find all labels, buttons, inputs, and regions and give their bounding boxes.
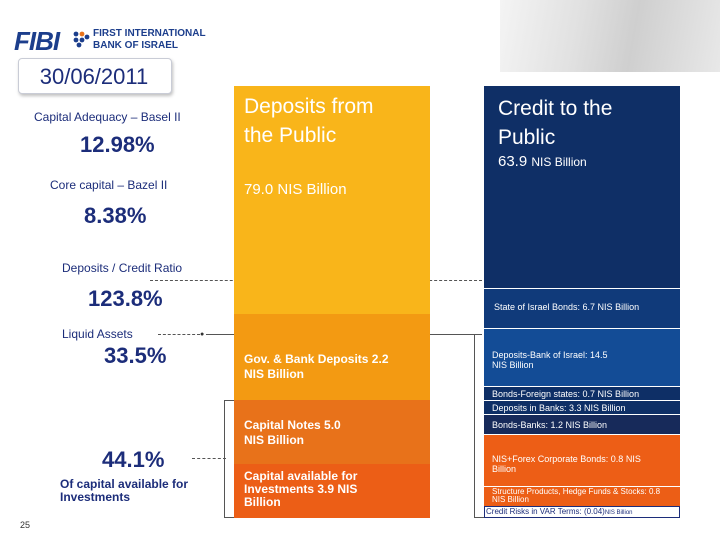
credit-risks-text: Credit Risks in VAR Terms: (0.04)NIS Bil… [486,507,633,516]
deposits-amount: 79.0 NIS Billion [244,181,347,198]
bank-bonds-block [484,414,680,435]
credit-risks-box [484,506,680,518]
core-capital-label: Core capital – Bazel II [50,178,168,192]
credit-amount-unit: NIS Billion [531,155,587,169]
left-bracket-bottom [224,517,234,518]
left-bracket-top [224,400,234,401]
right-bracket-line [474,334,475,518]
bank-deposits-block [484,400,680,415]
core-capital-value: 8.38% [84,203,147,228]
page-number: 25 [20,520,31,530]
logo-dots-icon [73,31,90,48]
arrow-dot-icon: ● [200,331,205,338]
header-photo [500,0,720,72]
credit-risks-label: Credit Risks in VAR Terms: (0.04) [486,507,605,516]
foreign-bonds-block [484,386,680,401]
deposits-credit-value: 123.8% [88,286,163,311]
state-bonds-text: State of Israel Bonds: 6.7 NIS Billion [494,302,640,312]
corporate-bonds-block [484,434,680,487]
fibi-logo: FIBI [14,26,60,56]
capital-adequacy-label: Capital Adequacy – Basel II [34,110,181,124]
deposits-credit-label: Deposits / Credit Ratio [62,261,183,275]
liquid-assets-label: Liquid Assets [62,327,133,341]
capital-adequacy-value: 12.98% [80,132,155,157]
date-box [18,58,172,94]
credit-main-block [484,86,680,288]
capital-available-text: Capital available for Investments 3.9 NI… [244,469,358,509]
structured-products-text: Structure Products, Hedge Funds & Stocks… [492,487,661,504]
credit-amount-number: 63.9 [498,153,528,170]
boi-deposits-text: Deposits-Bank of Israel: 14.5 NIS Billio… [492,350,608,370]
left-bracket-line [224,400,225,518]
gov-bank-deposits-text: Gov. & Bank Deposits 2.2 NIS Billion [244,352,389,381]
investments-ratio-label: Of capital available for Investments [60,477,189,504]
state-bonds-block [484,288,680,329]
investments-connector [192,458,226,459]
deposits-main-block [234,86,430,314]
boi-deposits-block [484,328,680,387]
gov-bank-deposits-block [234,314,430,400]
bank-bonds-text: Bonds-Banks: 1.2 NIS Billion [492,420,608,430]
credit-amount: 63.9 NIS Billion [498,153,587,170]
capital-notes-text: Capital Notes 5.0 NIS Billion [244,418,341,447]
foreign-bonds-text: Bonds-Foreign states: 0.7 NIS Billion [492,389,640,399]
investments-ratio-value: 44.1% [102,447,165,472]
capital-available-block [234,464,430,518]
liquid-assets-value: 33.5% [104,343,167,368]
right-bracket-bottom [474,517,484,518]
report-date: 30/06/2011 [39,64,149,89]
credit-risks-unit: NIS Billion [604,510,633,516]
structured-products-block [484,486,680,507]
credit-title: Credit to the Public [498,97,613,149]
capital-notes-block [234,400,430,464]
deposits-title: Deposits from the Public [244,95,374,147]
corporate-bonds-text: NIS+Forex Corporate Bonds: 0.8 NIS Billi… [492,454,641,474]
logo-text-line2: BANK OF ISRAEL [93,40,178,51]
logo-text-line1: FIRST INTERNATIONAL [93,28,206,39]
liquid-assets-connector-left [158,334,200,335]
bank-deposits-text: Deposits in Banks: 3.3 NIS Billion [492,403,626,413]
